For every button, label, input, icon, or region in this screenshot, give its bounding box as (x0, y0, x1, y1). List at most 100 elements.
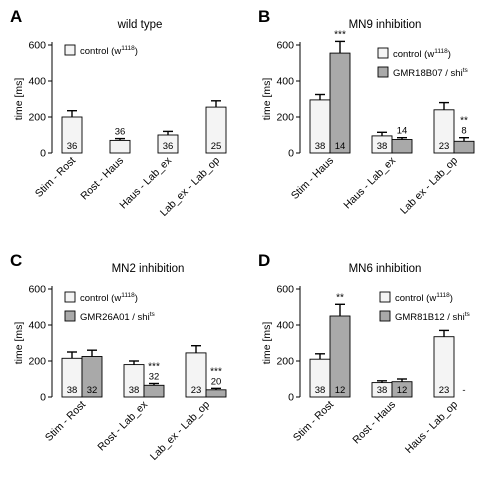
bar (109, 139, 131, 154)
y-tick-label: 400 (276, 76, 294, 88)
y-tick-label: 400 (28, 76, 46, 88)
y-tick-label: 200 (276, 112, 294, 124)
legend-entry: control (w1118) (393, 48, 451, 60)
n-label: 12 (335, 385, 346, 396)
n-label: 38 (129, 385, 140, 396)
legend-swatch (377, 47, 389, 59)
x-category-label: Lab ex - Lab_op (398, 155, 460, 217)
legend-name: control (w (80, 293, 121, 304)
y-tick-label: 400 (276, 320, 294, 332)
n-label: 38 (315, 141, 326, 152)
significance-label: *** (210, 366, 222, 377)
legend-name: GMR26A01 / shi (80, 312, 150, 323)
legend-superscript: 1118 (121, 45, 135, 52)
legend-entry: control (w1118) (80, 45, 138, 57)
y-tick-label: 0 (288, 148, 294, 160)
n-label: 23 (439, 385, 450, 396)
legend-name: control (w (393, 49, 434, 60)
x-category-label: Stim - Rost (43, 399, 88, 444)
significance-label: *** (148, 362, 160, 373)
y-axis-label: time [ms] (13, 78, 25, 121)
legend-superscript: 1118 (434, 48, 448, 55)
legend-name: GMR81B12 / shi (395, 312, 465, 323)
y-tick-label: 600 (276, 40, 294, 52)
legend-swatch (64, 291, 76, 303)
y-tick-label: 200 (276, 356, 294, 368)
legend-suffix: ) (135, 293, 138, 304)
legend-superscript: 1118 (436, 292, 450, 299)
n-label: 20 (211, 376, 222, 387)
panel-letter: A (10, 7, 22, 26)
n-label: 38 (377, 141, 388, 152)
n-label: 14 (397, 126, 408, 137)
x-category-label: Rost - Lab_ex (95, 398, 150, 453)
n-label: 14 (335, 141, 346, 152)
x-category-label: Haus - Lab_op (403, 399, 460, 456)
legend-name: control (w (395, 293, 436, 304)
n-label: 32 (149, 372, 160, 383)
panel-d: D MN6 inhibition 0 200 400 600 time [ms] 38 12 **… (258, 251, 471, 456)
bar (391, 139, 413, 154)
panel-letter: D (258, 251, 270, 270)
legend-entry: GMR18B07 / shits (393, 67, 469, 79)
legend-swatch (377, 66, 389, 78)
significance-label: *** (334, 29, 346, 40)
y-tick-label: 200 (28, 112, 46, 124)
y-axis-label: time [ms] (261, 78, 273, 121)
n-label: - (462, 385, 465, 396)
legend-swatch (64, 44, 76, 56)
legend-swatch (64, 310, 76, 322)
y-tick-label: 600 (276, 284, 294, 296)
legend-suffix: ) (448, 49, 451, 60)
x-category-label: Stim - Rost (33, 155, 78, 200)
significance-label: ** (336, 292, 344, 303)
y-tick-label: 0 (288, 392, 294, 404)
legend-suffix: ) (450, 293, 453, 304)
legend-suffix: ) (135, 46, 138, 57)
y-tick-label: 0 (40, 148, 46, 160)
n-label: 8 (461, 126, 466, 137)
panel-title: MN2 inhibition (112, 263, 185, 275)
x-category-label: Stim - Rost (291, 399, 336, 444)
x-category-label: Stim - Haus (289, 155, 336, 202)
x-category-label: Rost - Haus (78, 155, 126, 203)
n-label: 38 (67, 385, 78, 396)
n-label: 36 (67, 141, 78, 152)
legend-name: control (w (80, 46, 121, 57)
significance-label: ** (460, 116, 468, 127)
legend-superscript: 1118 (121, 292, 135, 299)
legend-swatch (379, 291, 391, 303)
n-label: 25 (211, 141, 222, 152)
y-tick-label: 400 (28, 320, 46, 332)
panel-letter: B (258, 7, 270, 26)
y-tick-label: 0 (40, 392, 46, 404)
legend-entry: GMR26A01 / shits (80, 311, 156, 323)
panel-title: MN6 inhibition (349, 263, 422, 275)
x-category-label: Haus - Lab_ex (341, 154, 398, 211)
n-label: 36 (115, 127, 126, 138)
legend-name: GMR18B07 / shi (393, 68, 463, 79)
legend-entry: control (w1118) (80, 292, 138, 304)
n-label: 32 (87, 385, 98, 396)
bar (143, 384, 165, 398)
y-tick-label: 600 (28, 40, 46, 52)
panel-letter: C (10, 251, 22, 270)
legend-superscript: ts (463, 67, 469, 74)
y-tick-label: 200 (28, 356, 46, 368)
legend-entry: control (w1118) (395, 292, 453, 304)
legend-swatch (379, 310, 391, 322)
legend-superscript: ts (150, 311, 156, 318)
bar (329, 52, 351, 154)
y-axis-label: time [ms] (261, 322, 273, 365)
n-label: 12 (397, 385, 408, 396)
panel-title: MN9 inhibition (349, 19, 422, 31)
n-label: 23 (439, 141, 450, 152)
n-label: 38 (377, 385, 388, 396)
n-label: 23 (191, 385, 202, 396)
x-category-label: Rost - Haus (350, 399, 398, 447)
panel-title: wild type (117, 19, 163, 31)
y-tick-label: 600 (28, 284, 46, 296)
bar (453, 140, 475, 154)
